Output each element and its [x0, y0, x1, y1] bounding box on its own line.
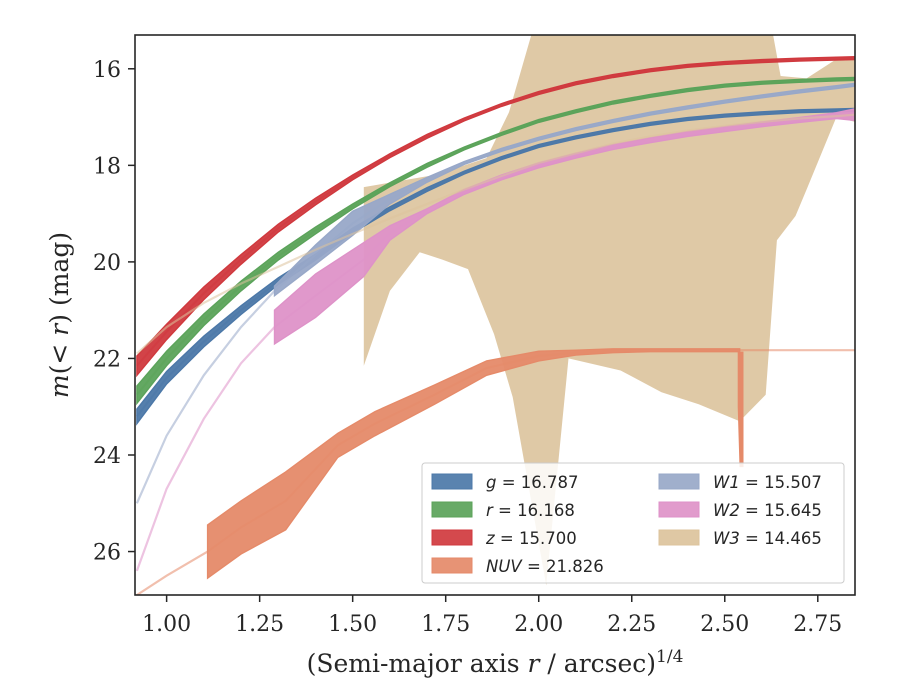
series-band-r — [136, 76, 855, 406]
legend-label-r: r = 16.168 — [486, 501, 575, 520]
legend: g = 16.787 r = 16.168 z = 15.700 NUV = 21.8… — [421, 462, 845, 584]
y-tick-label: 18 — [93, 154, 121, 179]
x-tick-label: 2.50 — [700, 612, 749, 637]
x-axis-title: (Semi-major axis r / arcsec)1/4 — [307, 647, 684, 678]
y-tick-label: 24 — [93, 444, 121, 469]
plot-area — [135, 35, 855, 595]
legend-label-W3: W3 = 14.465 — [713, 529, 822, 548]
x-tick-label: 1.50 — [328, 612, 377, 637]
y-tick-label: 26 — [93, 541, 121, 566]
legend-swatch-W2 — [658, 501, 700, 518]
legend-label-NUV: NUV = 21.826 — [486, 557, 604, 576]
legend-swatch-W3 — [658, 529, 700, 546]
series-band-W3 — [363, 35, 855, 586]
legend-swatch-W1 — [658, 473, 700, 490]
x-tick-label: 2.00 — [514, 612, 563, 637]
legend-label-z: z = 15.700 — [485, 529, 577, 548]
legend-swatch-NUV — [431, 557, 473, 574]
y-tick-label: 20 — [93, 251, 121, 276]
x-tick-label: 1.00 — [142, 612, 191, 637]
x-tick-label: 1.75 — [421, 612, 470, 637]
legend-label-g: g = 16.787 — [486, 473, 579, 492]
x-tick-label: 2.75 — [793, 612, 842, 637]
series-band-W1 — [273, 82, 855, 298]
y-axis-title: m(< r) (mag) — [45, 232, 74, 398]
series-extra-band-NUV — [737, 351, 744, 468]
y-tick-label: 22 — [93, 347, 121, 372]
y-tick-label: 16 — [93, 58, 121, 83]
x-tick-label: 2.25 — [607, 612, 656, 637]
legend-swatch-r — [431, 501, 473, 518]
plot-frame — [134, 34, 856, 596]
series-band-z — [136, 55, 855, 378]
legend-frame — [421, 462, 845, 584]
y-axis: 16 18 20 22 24 26 — [93, 58, 135, 566]
x-axis: 1.00 1.25 1.50 1.75 2.00 2.25 2.50 2.75 — [142, 595, 842, 637]
x-tick-label: 1.25 — [235, 612, 284, 637]
legend-label-W1: W1 = 15.507 — [713, 473, 822, 492]
series-faint-line-W3 — [136, 113, 855, 355]
legend-swatch-g — [431, 473, 473, 490]
legend-label-W2: W2 = 15.645 — [713, 501, 822, 520]
legend-swatch-z — [431, 529, 473, 546]
